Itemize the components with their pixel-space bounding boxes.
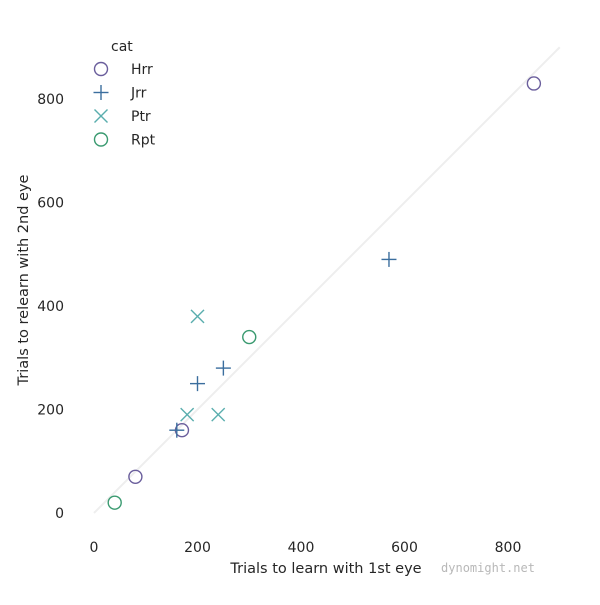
point-rpt-shape bbox=[242, 329, 257, 345]
legend-marker-hrr bbox=[93, 61, 109, 77]
point-rpt bbox=[107, 495, 122, 510]
y-tick-label: 0 bbox=[55, 506, 64, 522]
legend-label-hrr: Hrr bbox=[131, 62, 153, 78]
y-tick-label: 200 bbox=[37, 403, 64, 419]
legend-title: cat bbox=[111, 39, 133, 55]
tick-layer: 0 200 400 600 800 0 200 400 600 800 bbox=[37, 92, 521, 556]
point-hrr bbox=[128, 469, 143, 484]
x-tick-label: 800 bbox=[495, 540, 522, 556]
x-tick-label: 0 bbox=[90, 540, 99, 556]
y-tick-label: 400 bbox=[37, 299, 64, 315]
x-axis-title: Trials to learn with 1st eye bbox=[229, 561, 421, 577]
legend-label-rpt: Rpt bbox=[131, 133, 156, 149]
y-tick-label: 600 bbox=[37, 196, 64, 212]
legend-marker-jrr bbox=[93, 85, 109, 100]
point-hrr-shape bbox=[128, 469, 143, 484]
x-tick-label: 200 bbox=[184, 540, 211, 556]
legend-label-jrr: Jrr bbox=[130, 86, 147, 102]
point-jrr bbox=[381, 251, 397, 267]
point-hrr bbox=[526, 76, 542, 91]
point-hrr-shape bbox=[526, 76, 542, 91]
legend-marker-hrr-shape bbox=[93, 61, 109, 77]
point-ptr bbox=[190, 309, 205, 324]
point-jrr bbox=[190, 376, 205, 392]
point-ptr-d2 bbox=[190, 309, 205, 324]
legend-marker-ptr-d2 bbox=[94, 109, 108, 123]
legend: cat Hrr Jrr Ptr Rpt bbox=[93, 39, 156, 149]
point-ptr-d2 bbox=[211, 407, 226, 422]
x-tick-label: 400 bbox=[288, 540, 315, 556]
point-ptr-d2 bbox=[180, 407, 195, 422]
point-ptr bbox=[211, 407, 226, 422]
y-axis-title: Trials to relearn with 2nd eye bbox=[16, 174, 32, 386]
point-ptr bbox=[180, 407, 195, 422]
legend-marker-rpt-shape bbox=[93, 132, 109, 147]
point-jrr bbox=[215, 360, 231, 376]
reference-line-layer bbox=[93, 46, 561, 514]
legend-marker-ptr bbox=[94, 109, 108, 123]
x-tick-label: 600 bbox=[391, 540, 418, 556]
reference-diagonal-line bbox=[93, 46, 561, 514]
watermark: dynomight.net bbox=[441, 561, 535, 575]
point-layer bbox=[107, 76, 542, 510]
y-tick-label: 800 bbox=[37, 92, 64, 108]
point-rpt-shape bbox=[107, 495, 122, 510]
legend-label-ptr: Ptr bbox=[131, 109, 151, 125]
point-rpt bbox=[242, 329, 257, 345]
legend-marker-rpt bbox=[93, 132, 109, 147]
point-jrr bbox=[169, 422, 185, 438]
